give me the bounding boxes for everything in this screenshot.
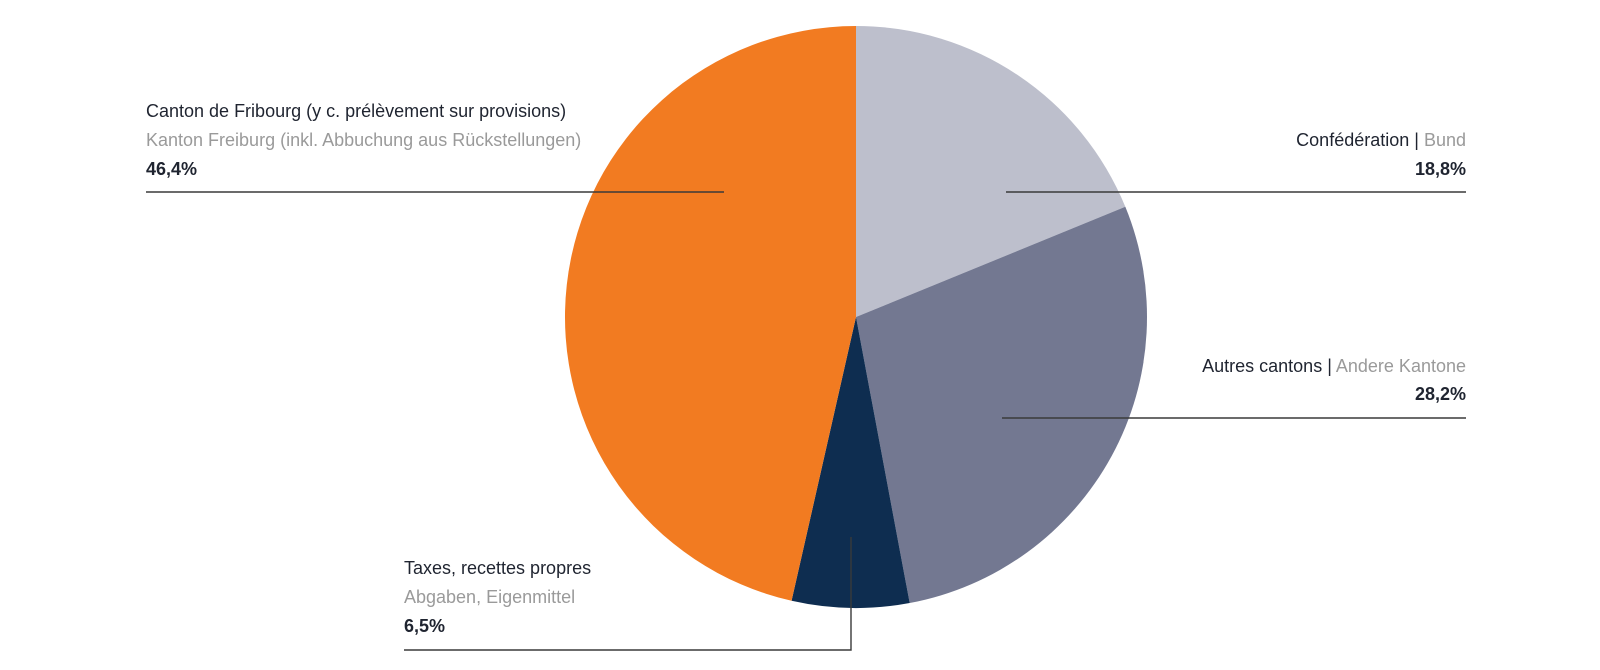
value-label-confederation: 18,8%: [1415, 159, 1466, 179]
label-canton-fribourg-de: Kanton Freiburg (inkl. Abbuchung aus Rüc…: [146, 130, 581, 150]
pie-slice-taxes: [791, 317, 910, 609]
label-taxes-fr: Taxes, recettes propres: [404, 558, 591, 578]
label-canton-fribourg-fr: Canton de Fribourg (y c. prélèvement sur…: [146, 101, 566, 121]
label-taxes: Taxes, recettes propres Abgaben, Eigenmi…: [404, 558, 591, 636]
label-canton-fribourg: Canton de Fribourg (y c. prélèvement sur…: [146, 101, 581, 179]
pie-slice-other-cantons: [856, 206, 1148, 604]
leader-lines: [146, 191, 1466, 651]
label-taxes-de: Abgaben, Eigenmittel: [404, 587, 575, 607]
label-other-cantons-separator: |: [1322, 356, 1336, 376]
svg-text:Autres cantons | Andere Kanton: Autres cantons | Andere Kantone: [1202, 356, 1466, 376]
pie-slices: [564, 25, 1148, 609]
label-confederation: Confédération | Bund 18,8%: [1296, 130, 1466, 179]
svg-text:Confédération | Bund: Confédération | Bund: [1296, 130, 1466, 150]
leader-line-taxes: [404, 537, 852, 651]
label-other-cantons-de: Andere Kantone: [1336, 356, 1466, 376]
pie-slice-confederation: [856, 26, 1126, 317]
label-confederation-de: Bund: [1424, 130, 1466, 150]
pie-slice-canton-fribourg: [564, 25, 856, 601]
value-label-other-cantons: 28,2%: [1415, 384, 1466, 404]
label-other-cantons: Autres cantons | Andere Kantone 28,2%: [1202, 356, 1466, 404]
value-label-taxes: 6,5%: [404, 616, 445, 636]
value-label-canton-fribourg: 46,4%: [146, 159, 197, 179]
label-confederation-fr: Confédération: [1296, 130, 1409, 150]
label-other-cantons-fr: Autres cantons: [1202, 356, 1322, 376]
label-confederation-separator: |: [1409, 130, 1424, 150]
